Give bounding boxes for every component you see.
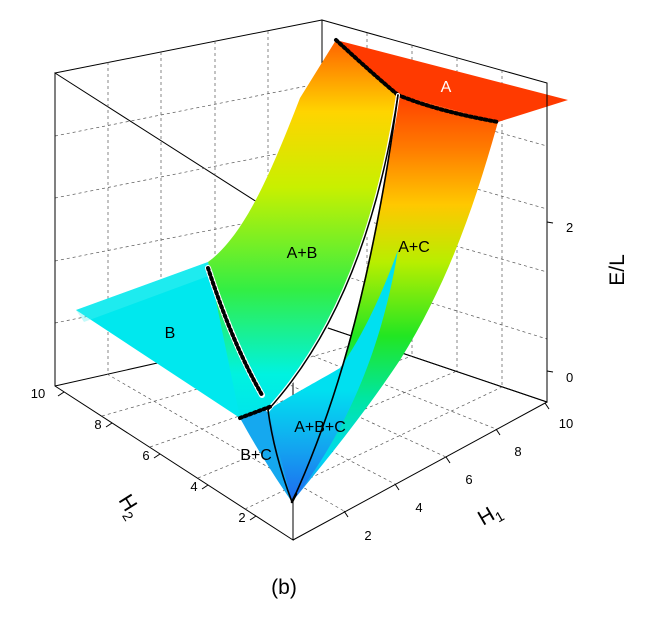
h2-tick-6: 6 [142, 448, 149, 463]
h2-axis-label: H2 [111, 490, 145, 523]
h2-tick-8: 8 [94, 417, 101, 432]
h1-tick-10: 10 [559, 416, 573, 431]
region-label-bc: B+C [240, 447, 272, 464]
h1-tick-4: 4 [415, 500, 422, 515]
h1-tick-8: 8 [514, 444, 521, 459]
z-tick-2: 2 [566, 220, 573, 235]
h2-tick-labels: 10 8 6 4 2 [31, 386, 246, 525]
h1-tick-labels: 2 4 6 8 10 [364, 416, 573, 543]
region-label-b: B [165, 325, 176, 342]
boundary-a-ac [396, 93, 500, 124]
boundary-a-ab [334, 38, 400, 97]
region-labels: A A+B A+C B A+B+C B+C [165, 79, 452, 464]
z-axis-label: E/L [606, 254, 629, 286]
region-label-a: A [441, 79, 452, 96]
h1-tick-2: 2 [364, 528, 371, 543]
region-label-ab: A+B [287, 245, 318, 262]
h1-tick-6: 6 [465, 472, 472, 487]
h2-tick-10: 10 [31, 386, 45, 401]
figure-caption: (b) [271, 576, 297, 599]
region-bc-surface [240, 410, 292, 502]
axis-ticks [57, 221, 554, 521]
region-a-surface [336, 40, 568, 122]
h1-axis-label: H1 [474, 499, 507, 533]
region-label-abc: A+B+C [294, 419, 346, 436]
region-label-ac: A+C [398, 239, 430, 256]
region-abc-surface [240, 250, 398, 502]
region-ab-surface [208, 40, 398, 418]
h2-tick-4: 4 [190, 479, 197, 494]
z-tick-labels: 0 2 [566, 220, 573, 385]
box-front [54, 73, 548, 402]
boundary-bc-abc [267, 409, 293, 503]
z-tick-0: 0 [566, 370, 573, 385]
h2-tick-2: 2 [238, 510, 245, 525]
boundary-abc-ac [291, 94, 399, 503]
boundaries [205, 38, 500, 504]
